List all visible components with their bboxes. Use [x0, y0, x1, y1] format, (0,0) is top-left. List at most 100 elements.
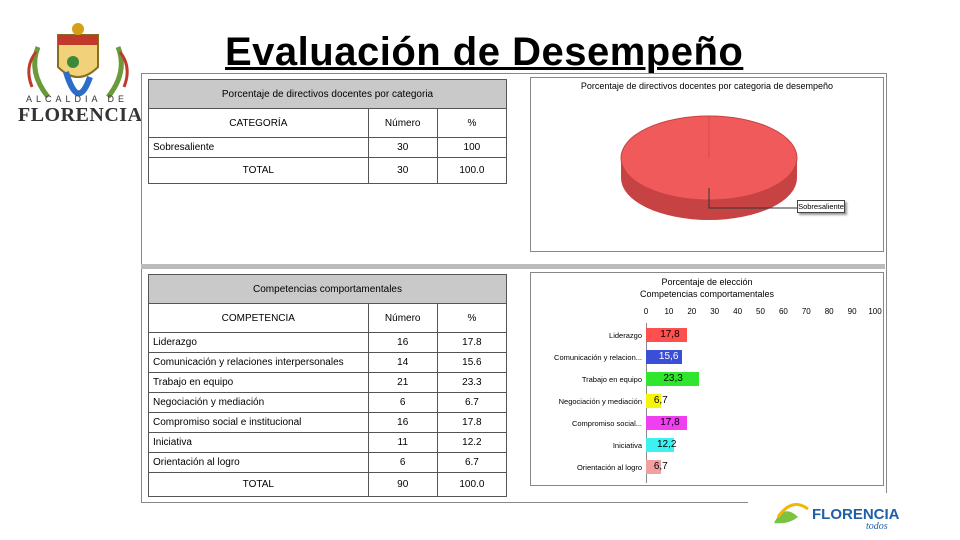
table-cell: 6 [367, 392, 438, 413]
table-cell: 14 [367, 352, 438, 373]
table-cell: Compromiso social e institucional [148, 412, 369, 433]
bar-plot-area: 0 10 20 30 40 50 60 70 80 90 100 Liderazgo 17,8 Comun… [531, 273, 883, 485]
chart-title: Porcentaje de directivos docentes por ca… [580, 81, 834, 91]
column-header: Número [367, 108, 438, 138]
table-total-row: TOTAL 90 100.0 [148, 472, 508, 497]
column-header: Número [367, 303, 438, 333]
bar-category-label: Trabajo en equipo [581, 375, 642, 384]
bar-value-label: 6,7 [653, 461, 668, 472]
bar [646, 460, 662, 474]
axis-tick-label: 30 [710, 307, 720, 316]
chart-subtitle: Competencias comportamentales [639, 289, 775, 299]
table-cell: Comunicación y relaciones interpersonale… [148, 352, 369, 373]
table-cell: TOTAL [148, 472, 369, 497]
bar-value-label: 12,2 [656, 439, 677, 450]
bar [646, 372, 700, 386]
table-header-row: CATEGORÍA Número % [148, 108, 508, 138]
axis-tick-label: 70 [801, 307, 811, 316]
table-cell: 6.7 [436, 452, 508, 473]
table-cell: TOTAL [148, 157, 369, 184]
table-cell: 30 [367, 157, 438, 184]
table-caption: Porcentaje de directivos docentes por ca… [148, 79, 507, 109]
table-cell: 16 [367, 412, 438, 433]
bar [646, 438, 674, 452]
table-cell: 90 [367, 472, 438, 497]
table-row: Trabajo en equipo 21 23.3 [148, 372, 508, 393]
table-cell: 15.6 [436, 352, 508, 373]
table-row: Sobresaliente 30 100 [148, 137, 508, 158]
section-divider [141, 264, 885, 269]
bar-chart: Porcentaje de elección Competencias comp… [530, 272, 884, 486]
bar [646, 416, 687, 430]
axis-tick-label: 40 [733, 307, 743, 316]
column-header: COMPETENCIA [148, 303, 369, 333]
logo-top-text: ALCALDIA DE [25, 94, 129, 104]
bar-category-label: Iniciativa [612, 441, 642, 450]
table-cell: Sobresaliente [148, 137, 369, 158]
bar-value-label: 15,6 [658, 351, 679, 362]
bar-category-label: Comunicación y relacion... [554, 353, 642, 362]
bar-category-label: Negociación y mediación [558, 397, 642, 406]
bar-category-label: Compromiso social... [571, 419, 642, 428]
table-cell: Trabajo en equipo [148, 372, 369, 393]
table-row: Iniciativa 11 12.2 [148, 432, 508, 453]
bar [646, 328, 687, 342]
column-header: CATEGORÍA [148, 108, 369, 138]
table-cell: 17.8 [436, 332, 508, 353]
chart-title: Porcentaje de elección [661, 277, 753, 287]
table-cell: 100.0 [436, 157, 508, 184]
table-cell: Iniciativa [148, 432, 369, 453]
bar-value-label: 17,8 [660, 329, 680, 340]
table-cell: 6 [367, 452, 438, 473]
column-header: % [436, 108, 508, 138]
florencia-footer-logo: FLORENCIA todos [748, 493, 926, 537]
table-cell: Liderazgo [148, 332, 369, 353]
table-cell: 23.3 [436, 372, 508, 393]
table-caption-row: Competencias comportamentales [148, 274, 507, 304]
table-total-row: TOTAL 30 100.0 [148, 157, 508, 184]
pie-annotation: Sobresaliente [797, 200, 845, 213]
bar [646, 394, 662, 408]
axis-tick-label: 10 [664, 307, 674, 316]
table-row: Liderazgo 16 17.8 [148, 332, 508, 353]
axis-tick-label: 100 [868, 307, 882, 316]
table-competencias: Competencias comportamentales COMPETENCI… [148, 274, 508, 497]
axis-tick-label: 50 [756, 307, 765, 316]
axis-tick-label: 90 [847, 307, 857, 316]
table-cell: 100 [436, 137, 508, 158]
column-header: % [436, 303, 508, 333]
pie-chart: Porcentaje de directivos docentes por ca… [530, 77, 884, 252]
axis-tick-label: 80 [824, 307, 834, 316]
table-cell: 100.0 [436, 472, 508, 497]
table-cell: Negociación y mediación [148, 392, 369, 413]
table-cell: 6.7 [436, 392, 508, 413]
pie-svg [620, 115, 799, 220]
table-caption: Competencias comportamentales [148, 274, 507, 304]
bar-category-label: Liderazgo [609, 331, 642, 340]
table-row: Orientación al logro 6 6.7 [148, 452, 508, 473]
logo-city-text: FLORENCIA [18, 104, 143, 126]
footer-logo-text: FLORENCIA [812, 506, 900, 523]
table-cell: 11 [367, 432, 438, 453]
table-row: Compromiso social e institucional 16 17.8 [148, 412, 508, 433]
axis-tick-label: 60 [778, 307, 788, 316]
alcaldia-crest-logo [27, 23, 129, 99]
table-cell: 17.8 [436, 412, 508, 433]
table-cell: 12.2 [436, 432, 508, 453]
slide-title: Evaluación de Desempeño [225, 30, 744, 74]
bar-value-label: 17,8 [660, 417, 680, 428]
table-cell: 21 [367, 372, 438, 393]
table-caption-row: Porcentaje de directivos docentes por ca… [148, 79, 507, 109]
axis-tick-label: 20 [687, 307, 697, 316]
footer-logo-sub: todos [866, 521, 888, 532]
table-cell: Orientación al logro [148, 452, 369, 473]
table-categoria: Porcentaje de directivos docentes por ca… [148, 79, 508, 184]
table-cell: 30 [367, 137, 438, 158]
table-cell: 16 [367, 332, 438, 353]
table-row: Negociación y mediación 6 6.7 [148, 392, 508, 413]
axis-tick-label: 0 [643, 307, 649, 316]
bar-value-label: 23,3 [663, 373, 683, 384]
bar [646, 350, 682, 364]
bar-category-label: Orientación al logro [576, 463, 642, 472]
table-row: Comunicación y relaciones interpersonale… [148, 352, 508, 373]
